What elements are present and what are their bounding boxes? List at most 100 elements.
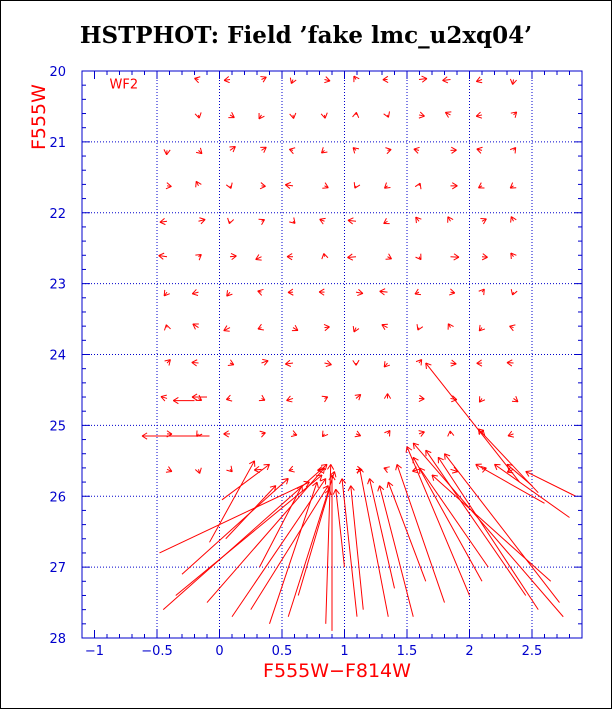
offset-vector-long [425,449,527,596]
offset-vector-long-shaft [425,362,520,483]
offset-vector-long-head [269,485,276,488]
offset-vector-head [165,186,172,190]
y-tick-label: 24 [49,349,66,364]
offset-vector-long-head [444,453,446,460]
offset-vector-head [382,75,389,81]
offset-vector-head [284,184,291,189]
offset-vector-long [172,397,195,405]
offset-vector-shaft [355,394,362,399]
offset-vector-head [418,115,425,119]
offset-vector [318,288,325,296]
offset-vector-long-head [324,464,328,471]
offset-vector [450,253,460,261]
offset-vector-head [163,324,167,331]
offset-vector-head [388,253,392,260]
offset-vector-long-shaft [477,428,539,494]
x-tick-label: −0.5 [141,644,173,659]
offset-vector [284,181,294,189]
offset-vector [383,111,390,118]
offset-vector-long [367,478,395,589]
offset-vector-head [320,113,326,119]
offset-vector-head [262,358,269,362]
offset-vector [320,112,328,119]
offset-vector [418,394,425,403]
offset-vector-shaft [450,362,457,365]
offset-vector-head [168,359,171,366]
offset-vector [160,394,168,402]
offset-vector-head [453,256,460,261]
y-tick-label: 23 [49,278,66,293]
offset-vector-long [347,485,364,610]
offset-vector-head [319,218,324,225]
offset-vector-head [358,289,364,294]
offset-vector [418,75,428,83]
offset-vector-long-shaft [494,463,570,518]
offset-vector-long-head [316,481,319,489]
offset-vector-head [163,289,166,296]
offset-vector-long-head [141,432,148,437]
offset-vector-head [415,216,422,220]
offset-vector-long [425,362,520,483]
offset-vector [158,252,168,260]
offset-vector [291,324,299,332]
offset-vector-long [377,485,414,617]
offset-vector-long [338,478,358,617]
offset-vector-head [321,430,324,437]
offset-vector-long-head [322,485,329,489]
offset-vector-long-head [319,474,323,481]
offset-vector-head [292,430,298,436]
offset-vector-head [226,290,229,297]
offset-vector-long-head [386,481,389,489]
offset-vector-head [192,323,196,330]
offset-vector-long [386,481,427,582]
offset-vector-head [225,394,231,400]
offset-vector-head [476,148,482,154]
offset-vector-head [160,394,167,398]
offset-vector [510,216,517,223]
offset-vector-long-head [305,481,310,488]
offset-vector-head [353,328,360,333]
offset-vector-head [419,111,425,117]
offset-vector-head [451,146,457,151]
offset-vector [258,218,265,226]
offset-vector-head [512,290,518,296]
y-tick-label: 21 [49,136,66,151]
offset-vector [255,254,262,261]
offset-vector-head [255,254,260,260]
offset-vector-head [354,393,361,396]
offset-vector [353,182,361,189]
offset-vector-head [232,146,236,153]
offset-vector [258,112,265,120]
offset-vector-long-shaft [221,463,270,501]
offset-vector-head [289,147,296,150]
offset-vector-head [286,256,293,261]
offset-vector-head [506,359,513,364]
offset-vector-long-head [359,467,364,473]
offset-vector [509,182,517,189]
offset-vector-head [231,112,235,118]
offset-vector-long-shaft [209,460,255,543]
offset-vector-head [321,147,324,154]
offset-vector-long [141,432,210,440]
offset-vector-head [229,219,235,225]
offset-vector-head [379,288,386,292]
offset-vector [288,147,296,155]
offset-vector [195,254,202,261]
offset-vector-head [479,328,486,332]
offset-vector [475,111,483,119]
offset-vector-long-head [431,474,435,481]
y-tick-label: 25 [49,419,66,434]
offset-vector-head [445,111,452,113]
offset-vector-head [191,362,197,367]
offset-vector-long-shaft [525,470,576,497]
offset-vector-head [481,256,488,261]
offset-vector [382,75,389,84]
offset-vector-head [191,289,197,295]
offset-vector-long-shaft [325,464,332,624]
offset-vector-long [297,488,332,596]
offset-vector-head [158,255,164,260]
offset-vector-head [507,435,514,438]
offset-vector [478,324,486,332]
y-tick-label: 22 [49,207,66,222]
offset-vector-head [225,184,232,189]
